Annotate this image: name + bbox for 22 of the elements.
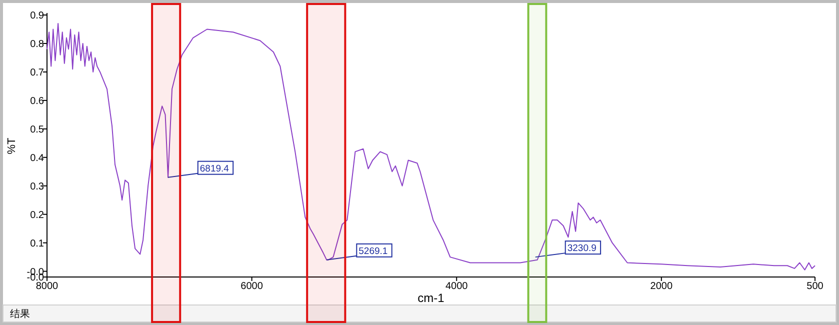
annotation: 6819.4 [200, 163, 229, 174]
x-tick-label: 6000 [240, 281, 264, 292]
y-tick-label: 0.7 [30, 67, 44, 78]
x-axis-title: cm-1 [418, 291, 445, 305]
x-tick-label: 500 [806, 281, 824, 292]
y-tick-label: 0.6 [30, 96, 44, 107]
y-tick-label: 0.8 [30, 38, 44, 50]
x-tick-label: 8000 [36, 281, 59, 292]
y-tick-label: 0.5 [30, 124, 44, 136]
y-tick-label: 0.3 [30, 181, 44, 192]
x-tick-label: 2000 [650, 281, 673, 292]
y-tick-label: 0.4 [30, 152, 44, 164]
annotation: 3230.9 [567, 243, 596, 254]
y-axis-title: %T [6, 137, 18, 154]
y-tick-label: 0.1 [30, 238, 44, 250]
y-tick-label: -0.0 [26, 272, 44, 284]
annotation: 5269.1 [358, 246, 388, 257]
y-tick-label: 0.2 [30, 210, 44, 221]
y-tick-label: 0.9 [30, 10, 44, 22]
line-series [46, 23, 816, 270]
text: 结果 [10, 308, 30, 320]
x-tick-label: 4000 [445, 281, 468, 292]
